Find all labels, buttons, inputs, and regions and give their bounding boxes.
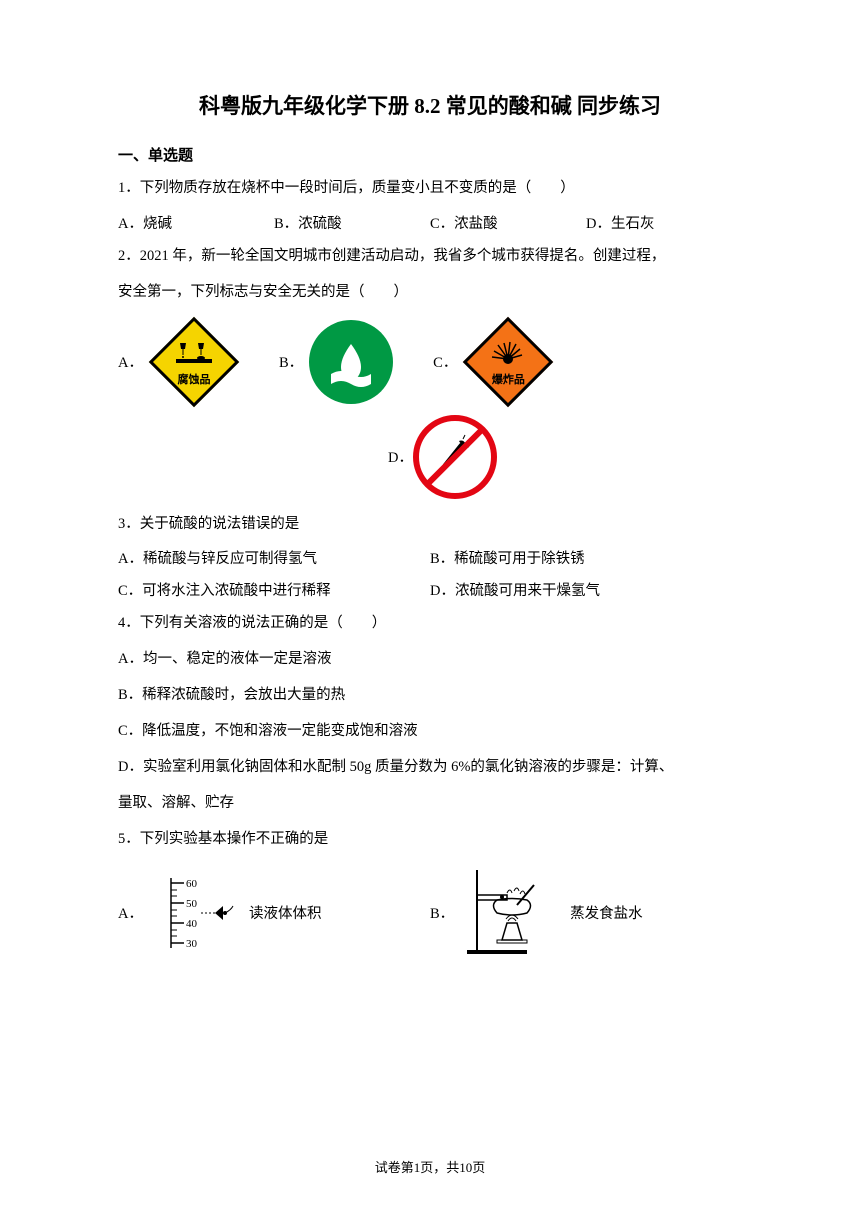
q4-optB: B．稀释浓硫酸时，会放出大量的热 [118, 680, 742, 712]
match-icon [435, 433, 475, 481]
corrosive-sign-icon: 腐蚀品 [149, 317, 239, 407]
explosive-icon [463, 341, 553, 372]
q3-options-row2: C．可将水注入浓硫酸中进行稀释 D．浓硫酸可用来干燥氢气 [118, 576, 742, 608]
svg-text:30: 30 [186, 938, 198, 950]
q4-optD1: D．实验室利用氯化钠固体和水配制 50g 质量分数为 6%的氯化钠溶液的步骤是：… [118, 752, 742, 784]
q5-optB-caption: 蒸发食盐水 [570, 902, 643, 923]
q2-image-options-row1: A． 腐蚀品 B． [118, 317, 742, 407]
q1-text: 1．下列物质存放在烧杯中一段时间后，质量变小且不变质的是（ ） [118, 173, 742, 205]
q2-optD-label: D． [388, 446, 413, 467]
svg-text:40: 40 [186, 918, 198, 930]
evaporation-icon [462, 865, 562, 960]
svg-text:60: 60 [186, 878, 198, 890]
q3-options-row1: A．稀硫酸与锌反应可制得氢气 B．稀硫酸可用于除铁锈 [118, 544, 742, 576]
q3-optD: D．浓硫酸可用来干燥氢气 [430, 576, 742, 608]
q2-optA-label: A． [118, 351, 143, 372]
q1-optA: A．烧碱 [118, 209, 274, 241]
q4-optD2: 量取、溶解、贮存 [118, 788, 742, 820]
page-footer: 试卷第1页，共10页 [0, 1157, 860, 1176]
q4-text: 4．下列有关溶液的说法正确的是（ ） [118, 608, 742, 640]
q2-optC-label: C． [433, 351, 457, 372]
q3-text: 3．关于硫酸的说法错误的是 [118, 509, 742, 541]
q2-optB-label: B． [279, 351, 303, 372]
q2-line1: 2．2021 年，新一轮全国文明城市创建活动启动，我省多个城市获得提名。创建过程… [118, 241, 742, 273]
q2-image-options-row2: D． [118, 415, 742, 499]
svg-text:50: 50 [186, 898, 198, 910]
corrosive-label: 腐蚀品 [149, 371, 239, 387]
q5-optA-caption: 读液体体积 [249, 902, 322, 923]
section-header: 一、单选题 [118, 144, 742, 165]
page-title: 科粤版九年级化学下册 8.2 常见的酸和碱 同步练习 [118, 90, 742, 120]
corrosive-icon [149, 341, 239, 368]
q3-optC: C．可将水注入浓硫酸中进行稀释 [118, 576, 430, 608]
q3-optA: A．稀硫酸与锌反应可制得氢气 [118, 544, 430, 576]
q1-optC: C．浓盐酸 [430, 209, 586, 241]
q5-options: A． 60 50 40 30 读液体体积 B． [118, 865, 742, 960]
q5-optA-label: A． [118, 902, 143, 923]
q1-options: A．烧碱 B．浓硫酸 C．浓盐酸 D．生石灰 [118, 209, 742, 241]
q3-optB: B．稀硫酸可用于除铁锈 [430, 544, 742, 576]
green-water-icon [309, 320, 393, 404]
q5-optB-label: B． [430, 902, 454, 923]
q1-optB: B．浓硫酸 [274, 209, 430, 241]
q4-optA: A．均一、稳定的液体一定是溶液 [118, 644, 742, 676]
explosive-label: 爆炸品 [463, 371, 553, 387]
no-fire-sign-icon [413, 415, 497, 499]
q2-line2: 安全第一，下列标志与安全无关的是（ ） [118, 277, 742, 309]
q4-optC: C．降低温度，不饱和溶液一定能变成饱和溶液 [118, 716, 742, 748]
explosive-sign-icon: 爆炸品 [463, 317, 553, 407]
q5-text: 5．下列实验基本操作不正确的是 [118, 824, 742, 856]
graduated-cylinder-icon: 60 50 40 30 [151, 868, 241, 958]
q1-optD: D．生石灰 [586, 209, 742, 241]
